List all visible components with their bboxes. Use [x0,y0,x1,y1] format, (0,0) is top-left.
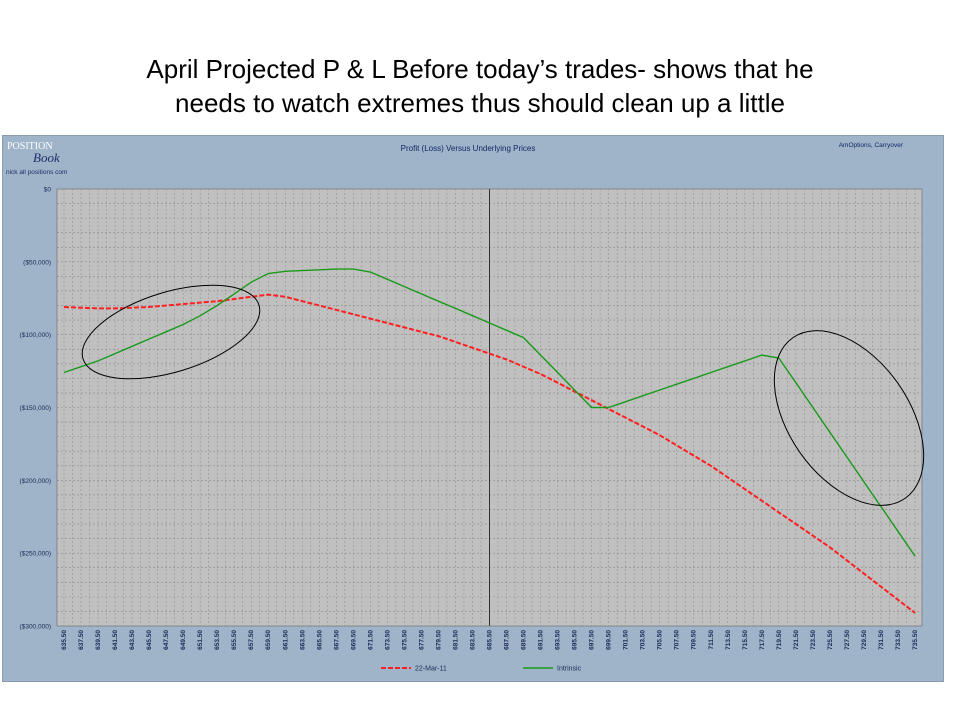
x-tick-label: 667.50 [333,630,340,650]
series-line-intrinsic [63,268,916,557]
x-tick-label: 731.50 [878,630,885,650]
y-tick-label: ($50,000) [23,259,51,266]
chart-top-right-label: AmOptions, Carryover [839,142,904,149]
annotation-layer [81,284,925,506]
x-tick-label: 699.50 [606,630,613,650]
x-tick-label: 649.50 [180,630,187,650]
x-tick-label: 695.50 [572,630,579,650]
grid [57,188,922,627]
x-tick-label: 673.50 [384,630,391,650]
x-tick-label: 705.50 [657,630,664,650]
logo: POSITION Book nick all positions com [6,141,67,176]
x-tick-label: 691.50 [538,630,545,650]
x-tick-label: 643.50 [129,630,136,650]
annotation-ellipse-right [773,330,925,506]
x-tick-label: 653.50 [214,630,221,650]
x-tick-label: 647.50 [163,630,170,650]
x-tick-label: 661.50 [282,630,289,650]
x-tick-label: 639.50 [95,630,102,650]
logo-url: nick all positions com [6,169,67,176]
x-tick-label: 687.50 [504,630,511,650]
chart-svg: POSITION Book nick all positions com Pro… [6,141,925,673]
x-tick-label: 713.50 [725,630,732,650]
x-tick-label: 709.50 [691,630,698,650]
x-tick-label: 733.50 [895,630,902,650]
slide-title-line-2: needs to watch extremes thus should clea… [175,88,785,118]
x-tick-label: 725.50 [827,630,834,650]
x-tick-label: 693.50 [555,630,562,650]
x-tick-label: 655.50 [231,630,238,650]
series-layer [63,268,916,614]
y-tick-label: ($150,000) [20,405,51,412]
x-tick-label: 637.50 [78,630,85,650]
x-tick-label: 659.50 [265,630,272,650]
y-axis: $0 ($50,000) ($100,000) ($150,000) ($200,000… [20,187,52,631]
x-tick-label: 635.50 [61,630,68,650]
slide-title-line-1: April Projected P & L Before today’s tra… [146,54,814,84]
slide-title: April Projected P & L Before today’s tra… [0,52,960,120]
x-tick-label: 735.50 [912,630,919,650]
y-tick-label: ($300,000) [20,624,51,631]
x-tick-label: 717.50 [759,630,766,650]
x-tick-label: 711.50 [708,630,715,650]
x-axis: 635.50 637.50 639.50 641.50 643.50 645.50 647.… [61,630,919,650]
x-tick-label: 679.50 [435,630,442,650]
x-tick-label: 657.50 [248,630,255,650]
x-tick-label: 715.50 [742,630,749,650]
y-tick-label: ($250,000) [20,551,51,558]
x-tick-label: 719.50 [776,630,783,650]
x-tick-label: 663.50 [299,630,306,650]
legend: 22-Mar-11 Intrinsic [381,666,582,673]
x-tick-label: 723.50 [810,630,817,650]
x-tick-label: 651.50 [197,630,204,650]
x-tick-label: 727.50 [844,630,851,650]
x-tick-label: 689.50 [521,630,528,650]
series-line-22-mar-11 [63,293,916,614]
x-tick-label: 697.50 [589,630,596,650]
x-tick-label: 671.50 [367,630,374,650]
x-tick-label: 703.50 [640,630,647,650]
chart-title: Profit (Loss) Versus Underlying Prices [401,144,536,153]
x-tick-label: 681.50 [452,630,459,650]
x-tick-label: 701.50 [623,630,630,650]
legend-label: 22-Mar-11 [415,666,447,673]
x-tick-label: 645.50 [146,630,153,650]
x-tick-label: 675.50 [401,630,408,650]
logo-line-1: POSITION [7,141,53,152]
legend-label: Intrinsic [557,666,582,673]
x-tick-label: 641.50 [112,630,119,650]
x-tick-label: 707.50 [674,630,681,650]
logo-line-2: Book [33,150,60,165]
x-tick-label: 685.50 [487,630,494,650]
y-tick-label: ($200,000) [20,478,51,485]
x-tick-label: 665.50 [316,630,323,650]
x-tick-label: 721.50 [793,630,800,650]
x-tick-label: 729.50 [861,630,868,650]
x-tick-label: 683.50 [469,630,476,650]
y-tick-label: ($100,000) [20,332,51,339]
x-tick-label: 669.50 [350,630,357,650]
chart-panel: POSITION Book nick all positions com Pro… [2,135,944,682]
y-tick-label: $0 [44,187,52,194]
x-tick-label: 677.50 [418,630,425,650]
annotation-ellipse-left [81,284,261,380]
